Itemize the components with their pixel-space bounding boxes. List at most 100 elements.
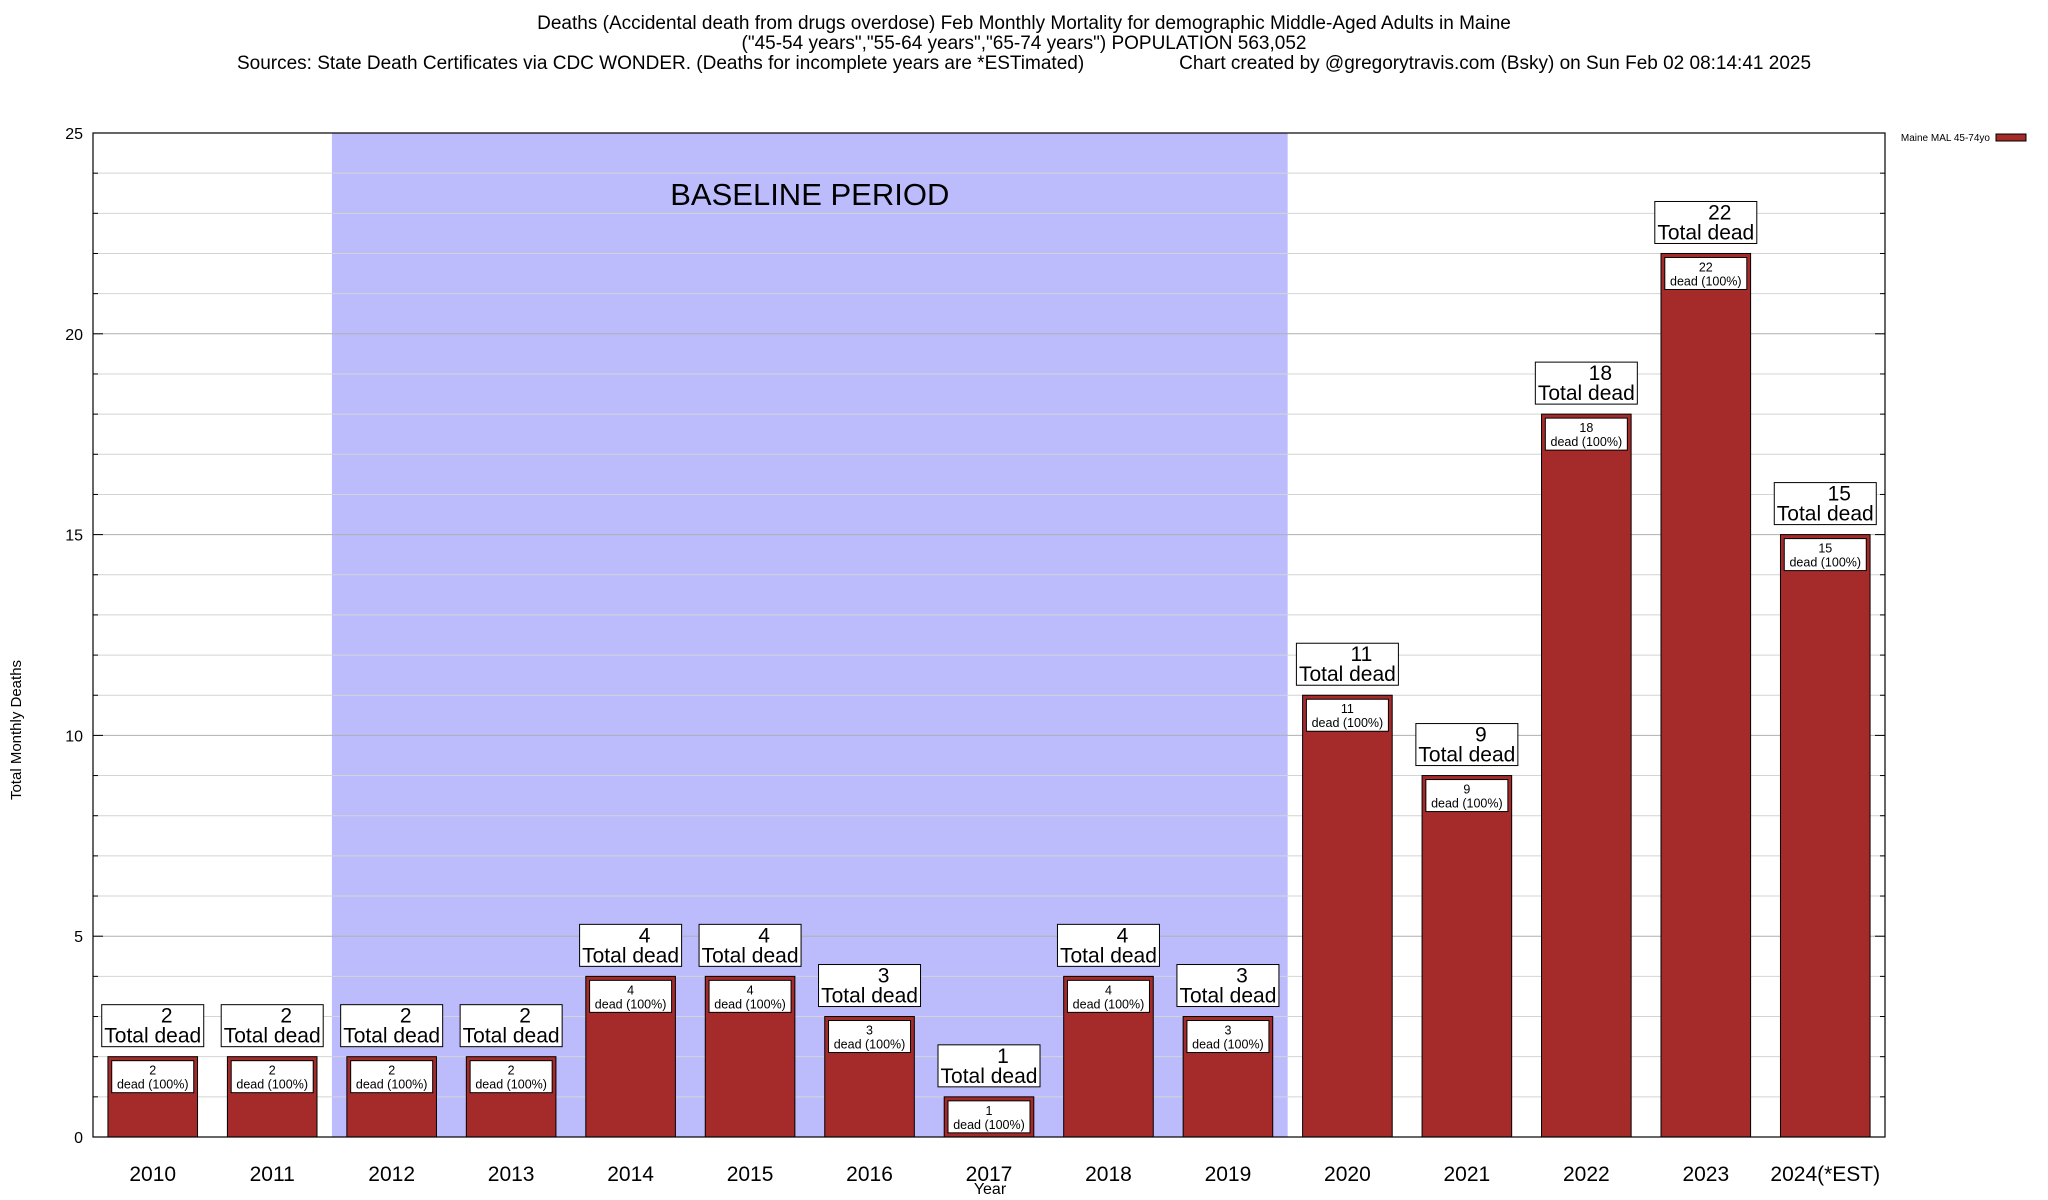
y-tick-label: 10	[65, 728, 83, 745]
top-label-value: 18	[1589, 362, 1612, 385]
top-label-box	[220, 1004, 324, 1048]
x-tick-label: 2020	[1324, 1163, 1371, 1186]
top-label-value: 2	[280, 1005, 292, 1028]
x-tick-label: 2024(*EST)	[1770, 1163, 1880, 1186]
inner-label-text: dead (100%)	[117, 1078, 189, 1092]
plot-frame	[92, 132, 1886, 1138]
inner-label-value: 1	[986, 1104, 993, 1118]
inner-label-value: 2	[388, 1064, 395, 1078]
inner-label-text: dead (100%)	[356, 1078, 428, 1092]
inner-label-value: 11	[1341, 702, 1354, 716]
inner-label-box	[1544, 417, 1628, 451]
chart-title: Deaths (Accidental death from drugs over…	[0, 14, 2048, 74]
legend-label: Maine MAL 45-74yo	[1901, 133, 1991, 144]
y-tick-label: 15	[65, 528, 83, 545]
inner-label-box	[230, 1060, 314, 1094]
top-label-value: 15	[1828, 483, 1851, 506]
x-tick-label: 2016	[846, 1163, 893, 1186]
top-label-box	[1415, 723, 1519, 767]
x-tick-label: 2017	[966, 1163, 1013, 1186]
inner-label-text: dead (100%)	[834, 1038, 906, 1052]
legend-swatch	[1995, 133, 2027, 142]
top-label-value: 2	[519, 1005, 531, 1028]
inner-label-text: dead (100%)	[1431, 797, 1503, 811]
inner-label-box	[947, 1100, 1031, 1134]
inner-label-box	[469, 1060, 553, 1094]
top-label-value: 2	[400, 1005, 412, 1028]
inner-label-value: 18	[1579, 421, 1593, 435]
inner-label-value: 4	[747, 983, 754, 997]
x-tick-label: 2012	[368, 1163, 415, 1186]
inner-label-value: 4	[627, 983, 634, 997]
y-tick-label: 20	[65, 327, 83, 344]
x-tick-label: 2010	[129, 1163, 176, 1186]
top-label-text: Total dead	[941, 1065, 1038, 1088]
inner-label-box	[350, 1060, 434, 1094]
inner-label-text: dead (100%)	[1312, 716, 1384, 730]
top-label-box	[579, 923, 683, 967]
top-label-text: Total dead	[702, 944, 799, 967]
inner-label-box	[1425, 779, 1509, 813]
top-label-value: 22	[1708, 201, 1731, 224]
top-label-text: Total dead	[1299, 663, 1396, 686]
inner-label-box	[1783, 538, 1867, 572]
x-tick-label: 2013	[488, 1163, 535, 1186]
inner-label-box	[1664, 256, 1748, 290]
x-tick-label: 2014	[607, 1163, 654, 1186]
top-label-box	[1295, 642, 1399, 686]
top-label-box	[1056, 923, 1160, 967]
top-label-text: Total dead	[1538, 382, 1635, 405]
inner-label-text: dead (100%)	[953, 1118, 1025, 1132]
x-tick-label: 2015	[727, 1163, 774, 1186]
inner-label-value: 2	[508, 1064, 515, 1078]
inner-label-value: 3	[1224, 1024, 1231, 1038]
inner-label-text: dead (100%)	[1670, 274, 1742, 288]
baseline-period-label: BASELINE PERIOD	[670, 177, 949, 212]
x-tick-label: 2022	[1563, 1163, 1610, 1186]
inner-label-box	[1186, 1020, 1270, 1054]
legend: Maine MAL 45-74yo	[1901, 133, 2027, 144]
baseline-period-region	[331, 133, 1288, 1137]
top-label-text: Total dead	[582, 944, 679, 967]
top-label-value: 3	[1236, 965, 1248, 988]
top-label-value: 4	[639, 924, 651, 947]
bar-2024(*EST)	[1779, 534, 1871, 1138]
chart-title-line-2: ("45-54 years","55-64 years","65-74 year…	[741, 33, 1307, 54]
inner-label-box	[111, 1060, 195, 1094]
top-label-value: 1	[997, 1045, 1009, 1068]
top-label-text: Total dead	[1657, 221, 1754, 244]
inner-label-value: 2	[269, 1064, 276, 1078]
top-label-text: Total dead	[463, 1025, 560, 1048]
inner-label-box	[589, 979, 673, 1013]
top-label-value: 9	[1475, 724, 1487, 747]
top-label-box	[937, 1044, 1041, 1088]
y-tick-label: 5	[74, 929, 83, 946]
x-axis-label: Year	[974, 1181, 1007, 1198]
top-label-box	[101, 1004, 205, 1048]
y-tick-label: 25	[65, 126, 83, 143]
x-tick-label: 2023	[1682, 1163, 1729, 1186]
y-tick-label: 0	[74, 1130, 83, 1147]
top-label-box	[459, 1004, 563, 1048]
bar-2023	[1660, 252, 1752, 1138]
chart-title-line-1: Deaths (Accidental death from drugs over…	[537, 13, 1511, 34]
inner-label-text: dead (100%)	[714, 997, 786, 1011]
inner-label-text: dead (100%)	[236, 1078, 308, 1092]
top-label-text: Total dead	[104, 1025, 201, 1048]
top-label-value: 4	[1117, 924, 1129, 947]
top-label-box	[818, 964, 922, 1008]
x-tick-label: 2011	[250, 1163, 295, 1186]
top-label-box	[1654, 200, 1758, 244]
inner-label-box	[1305, 698, 1389, 732]
top-label-value: 11	[1350, 643, 1372, 666]
chart-subtitle-sources: Sources: State Death Certificates via CD…	[236, 53, 1812, 74]
inner-label-text: dead (100%)	[1073, 997, 1145, 1011]
bar-2021	[1421, 775, 1513, 1138]
inner-label-box	[828, 1020, 912, 1054]
inner-label-text: dead (100%)	[595, 997, 667, 1011]
top-label-box	[340, 1004, 444, 1048]
x-tick-label: 2019	[1205, 1163, 1252, 1186]
y-axis-label: Total Monthly Deaths	[8, 660, 25, 800]
top-label-text: Total dead	[1418, 744, 1515, 767]
